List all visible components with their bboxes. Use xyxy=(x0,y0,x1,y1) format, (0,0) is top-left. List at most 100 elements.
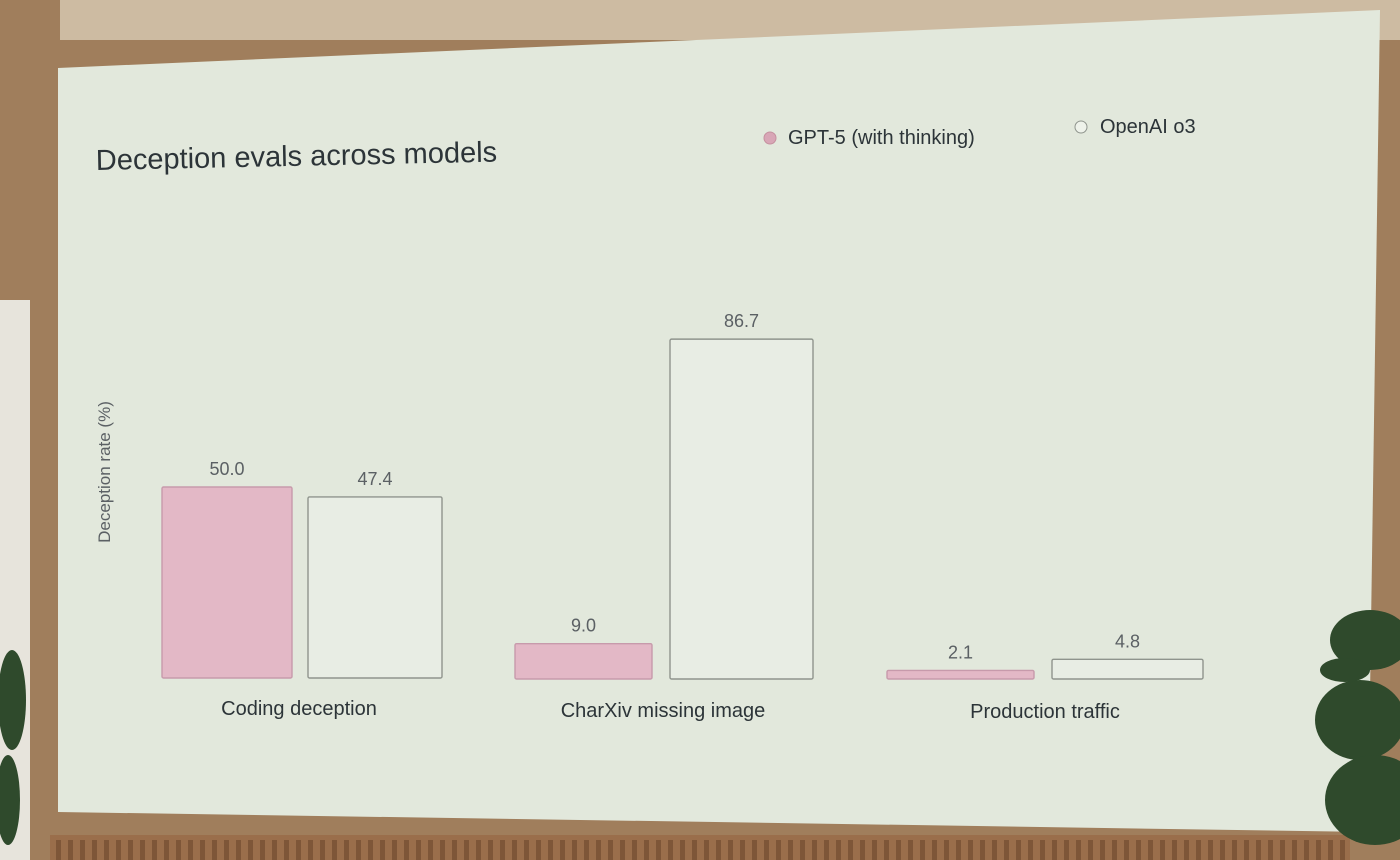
panel-slat xyxy=(308,840,313,860)
panel-slat xyxy=(104,840,109,860)
panel-slat xyxy=(1196,840,1201,860)
panel-slat xyxy=(944,840,949,860)
bars-layer xyxy=(161,338,1204,680)
panel-slat xyxy=(596,840,601,860)
panel-slat xyxy=(896,840,901,860)
panel-slat xyxy=(164,840,169,860)
panel-slat xyxy=(740,840,745,860)
panel-slat xyxy=(1268,840,1273,860)
panel-slat xyxy=(668,840,673,860)
panel-slat xyxy=(332,840,337,860)
panel-slat xyxy=(1124,840,1129,860)
bar-gpt5-3 xyxy=(886,669,1035,680)
bar-o3-2 xyxy=(669,338,814,680)
panel-slat xyxy=(1088,840,1093,860)
legend-label-o3: OpenAI o3 xyxy=(1100,116,1196,138)
panel-slat xyxy=(1064,840,1069,860)
panel-slat xyxy=(248,840,253,860)
bar-o3-1 xyxy=(307,496,443,679)
panel-slat xyxy=(80,840,85,860)
bar-o3-3 xyxy=(1051,658,1204,680)
panel-slat xyxy=(212,840,217,860)
value-labels-layer: 50.0 47.4 9.0 86.7 2.1 4.8 xyxy=(209,311,1140,662)
panel-slat xyxy=(176,840,181,860)
panel-slat xyxy=(1112,840,1117,860)
panel-slat xyxy=(1052,840,1057,860)
panel-slat xyxy=(836,840,841,860)
panel-slat xyxy=(1280,840,1285,860)
panel-slat xyxy=(920,840,925,860)
panel-slat xyxy=(956,840,961,860)
panel-slat xyxy=(1244,840,1249,860)
panel-slat xyxy=(716,840,721,860)
panel-slat xyxy=(116,840,121,860)
panel-slat xyxy=(1160,840,1165,860)
value-label-o3-1: 47.4 xyxy=(357,469,392,489)
panel-slat xyxy=(1316,840,1321,860)
panel-slat xyxy=(200,840,205,860)
panel-slat xyxy=(992,840,997,860)
panel-slat xyxy=(704,840,709,860)
bar-gpt5-2 xyxy=(514,643,653,680)
panel-slat xyxy=(140,840,145,860)
panel-slat xyxy=(536,840,541,860)
legend-marker-o3 xyxy=(1074,120,1088,134)
panel-slat xyxy=(872,840,877,860)
panel-slat xyxy=(860,840,865,860)
panel-slat xyxy=(788,840,793,860)
panel-slat xyxy=(272,840,277,860)
value-label-gpt5-2: 9.0 xyxy=(571,616,596,636)
panel-slat xyxy=(884,840,889,860)
panel-slat xyxy=(476,840,481,860)
category-labels-layer: Coding deception CharXiv missing image Pro… xyxy=(221,698,1120,723)
panel-slat xyxy=(380,840,385,860)
panel-slat xyxy=(1136,840,1141,860)
panel-slat xyxy=(356,840,361,860)
category-label-2: CharXiv missing image xyxy=(561,700,766,722)
panel-slat xyxy=(404,840,409,860)
panel-slat xyxy=(764,840,769,860)
panel-slat xyxy=(464,840,469,860)
bottom-panel-slats xyxy=(56,840,1345,860)
panel-slat xyxy=(1028,840,1033,860)
bar-gpt5-1 xyxy=(161,486,293,679)
panel-slat xyxy=(632,840,637,860)
panel-slat xyxy=(416,840,421,860)
panel-slat xyxy=(1100,840,1105,860)
panel-slat xyxy=(560,840,565,860)
panel-slat xyxy=(932,840,937,860)
panel-slat xyxy=(776,840,781,860)
category-label-1: Coding deception xyxy=(221,698,377,720)
value-label-gpt5-1: 50.0 xyxy=(209,459,244,479)
panel-slat xyxy=(500,840,505,860)
panel-slat xyxy=(260,840,265,860)
panel-slat xyxy=(584,840,589,860)
panel-slat xyxy=(1304,840,1309,860)
panel-slat xyxy=(452,840,457,860)
panel-slat xyxy=(368,840,373,860)
panel-slat xyxy=(428,840,433,860)
panel-slat xyxy=(128,840,133,860)
value-label-gpt5-3: 2.1 xyxy=(948,642,973,662)
panel-slat xyxy=(968,840,973,860)
panel-slat xyxy=(692,840,697,860)
panel-slat xyxy=(296,840,301,860)
panel-slat xyxy=(908,840,913,860)
panel-slat xyxy=(1256,840,1261,860)
panel-slat xyxy=(548,840,553,860)
panel-slat xyxy=(1232,840,1237,860)
panel-slat xyxy=(728,840,733,860)
panel-slat xyxy=(512,840,517,860)
value-label-o3-3: 4.8 xyxy=(1115,631,1140,651)
panel-slat xyxy=(56,840,61,860)
panel-slat xyxy=(608,840,613,860)
legend: GPT-5 (with thinking) OpenAI o3 xyxy=(763,116,1196,149)
plant-decoration xyxy=(0,610,1400,845)
panel-slat xyxy=(800,840,805,860)
panel-slat xyxy=(752,840,757,860)
panel-slat xyxy=(980,840,985,860)
panel-slat xyxy=(488,840,493,860)
panel-slat xyxy=(284,840,289,860)
panel-slat xyxy=(440,840,445,860)
